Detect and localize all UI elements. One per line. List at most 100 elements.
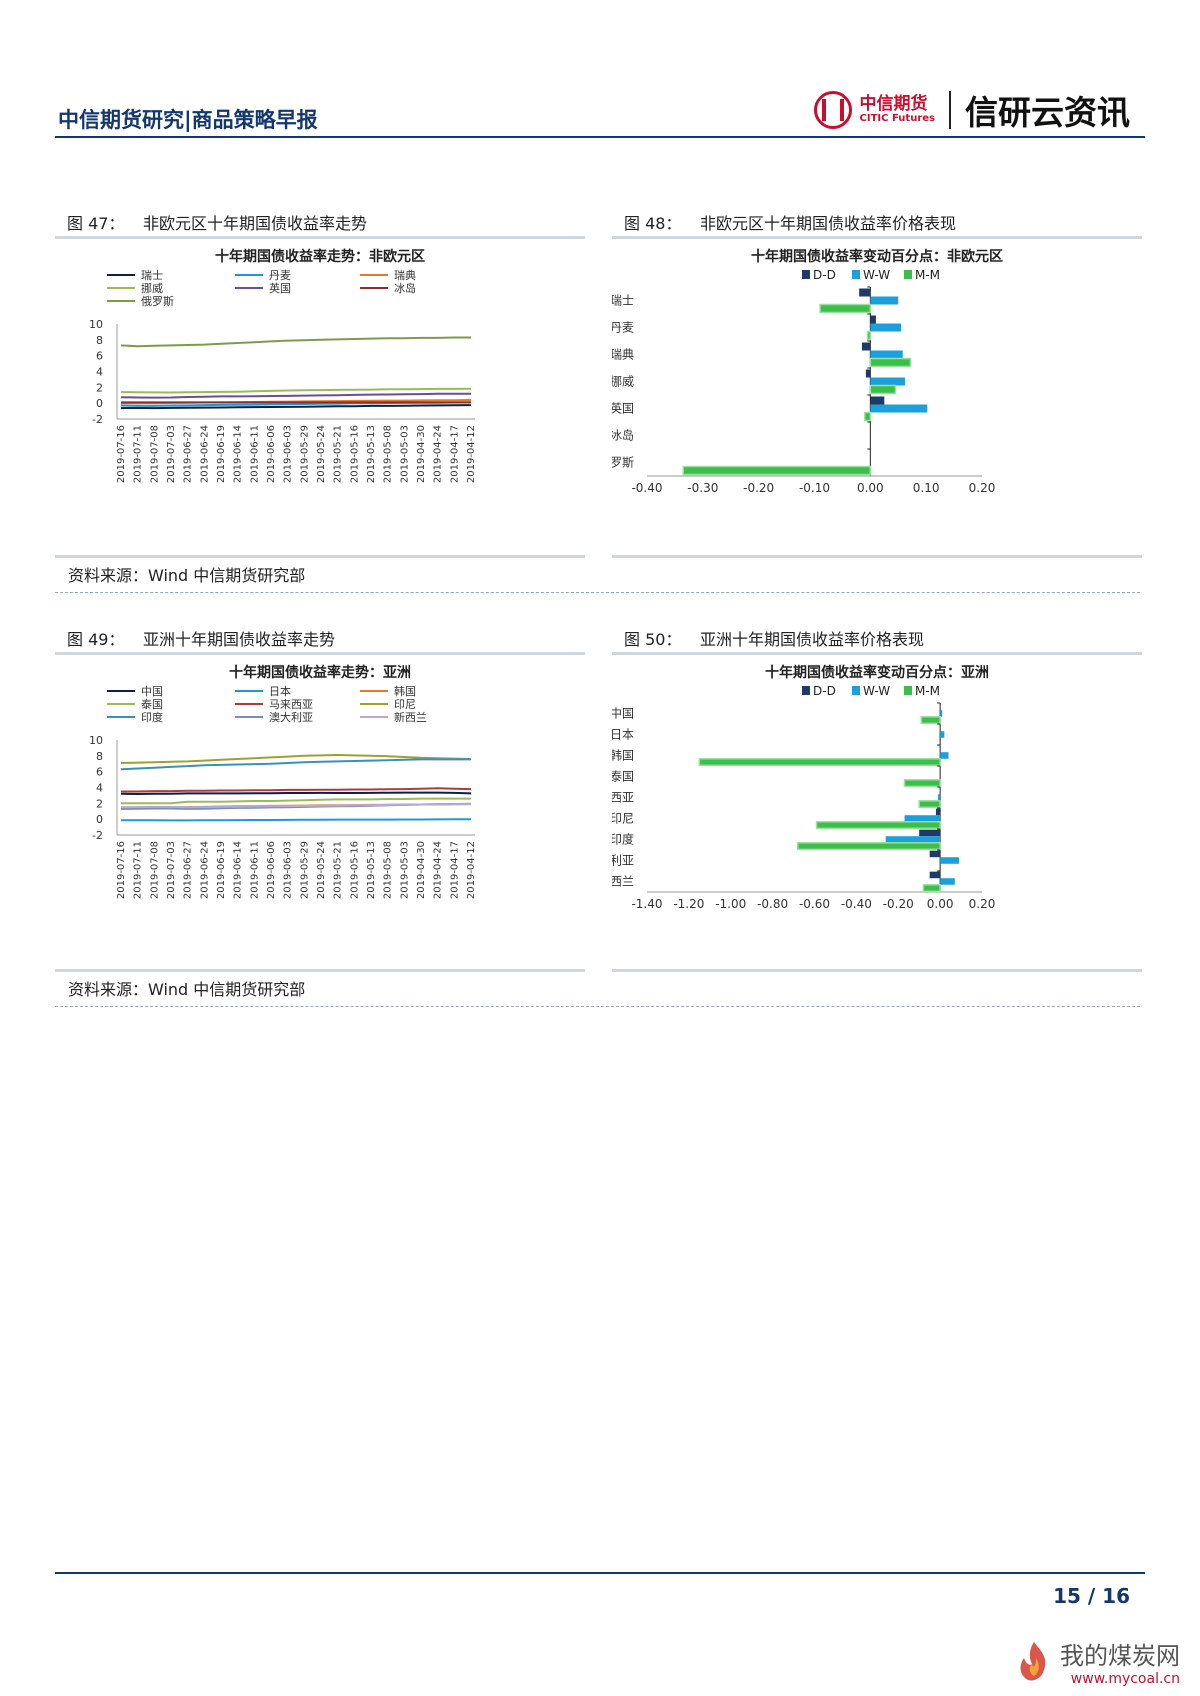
legend-swatch	[852, 270, 860, 279]
category-label: 瑞典	[612, 348, 634, 362]
x-tick-label: -0.30	[687, 481, 718, 495]
bar	[919, 829, 941, 837]
x-tick-label: 2019-05-29	[299, 425, 310, 483]
x-tick-label: 2019-05-13	[366, 841, 377, 899]
x-tick-label: 2019-04-30	[416, 425, 427, 483]
figure-number: 图 49：	[67, 630, 125, 649]
figure-title: 非欧元区十年期国债收益率走势	[143, 214, 368, 233]
category-label: 瑞士	[612, 294, 634, 308]
x-tick-label: 2019-07-03	[166, 425, 177, 483]
x-tick-label: 0.20	[969, 481, 996, 495]
x-tick-label: 2019-06-11	[249, 425, 260, 483]
legend-label: 澳大利亚	[269, 710, 313, 724]
legend-label: 丹麦	[269, 269, 291, 282]
category-label: 挪威	[612, 375, 634, 389]
report-title: 中信期货研究|商品策略早报	[58, 108, 318, 132]
figure-number: 图 47：	[67, 214, 125, 233]
x-tick-label: -0.40	[841, 897, 872, 911]
dashed-separator	[55, 1006, 1140, 1007]
x-tick-label: 2019-06-11	[249, 841, 260, 899]
x-tick-label: 2019-05-08	[383, 841, 394, 899]
bar	[870, 323, 902, 332]
x-tick-label: 2019-05-13	[366, 425, 377, 483]
series-line	[120, 791, 472, 796]
legend-swatch	[904, 686, 912, 695]
figure-48-panel: 图 48： 非欧元区十年期国债收益率价格表现 十年期国债收益率变动百分点：非欧元…	[612, 208, 1142, 539]
figure-title: 非欧元区十年期国债收益率价格表现	[700, 214, 957, 233]
x-tick-label: 2019-06-19	[216, 425, 227, 483]
figure-rule	[55, 236, 585, 239]
x-tick-label: 2019-07-11	[133, 841, 144, 899]
bar	[870, 396, 885, 405]
x-tick-label: 2019-04-30	[416, 841, 427, 899]
legend-label: 印尼	[394, 698, 416, 711]
x-tick-label: 2019-04-17	[449, 841, 460, 899]
bar	[922, 884, 941, 893]
figure-rule	[612, 652, 1142, 655]
x-tick-label: 2019-05-08	[383, 425, 394, 483]
category-label: 俄罗斯	[612, 456, 634, 470]
bar	[865, 369, 871, 378]
x-tick-label: 2019-05-24	[316, 425, 327, 483]
bar	[935, 808, 941, 816]
x-tick-label: 2019-04-12	[466, 425, 477, 483]
x-tick-label: -0.20	[883, 897, 914, 911]
x-tick-label: 2019-05-29	[299, 841, 310, 899]
x-tick-label: 2019-05-21	[333, 425, 344, 483]
figure-bottom-rule	[612, 555, 1142, 558]
x-tick-label: 2019-05-16	[349, 841, 360, 899]
bar	[819, 303, 872, 314]
category-label: 英国	[612, 402, 634, 416]
x-tick-label: 2019-06-27	[183, 425, 194, 483]
legend-swatch	[802, 270, 810, 279]
bar	[859, 288, 871, 297]
legend-label: 瑞典	[394, 268, 416, 282]
category-label: 冰岛	[612, 428, 634, 443]
bar	[869, 357, 912, 368]
legend-swatch	[852, 686, 860, 695]
watermark: 我的煤炭网 www.mycoal.cn	[1014, 1636, 1180, 1687]
x-tick-label: 2019-05-24	[316, 841, 327, 899]
bar	[885, 836, 941, 843]
series-line	[120, 392, 471, 399]
chart-title: 十年期国债收益率变动百分点：亚洲	[765, 664, 989, 681]
bar	[797, 842, 941, 851]
x-tick-label: 2019-05-03	[399, 425, 410, 483]
y-tick-label: -2	[92, 829, 103, 842]
figure-50-panel: 图 50： 亚洲十年期国债收益率价格表现 十年期国债收益率变动百分点：亚洲 D-D…	[612, 624, 1142, 955]
series-line	[120, 753, 472, 764]
legend-label: 泰国	[141, 697, 163, 711]
citic-logo-icon	[813, 91, 852, 129]
series-line	[120, 387, 472, 394]
x-tick-label: -0.10	[799, 481, 830, 495]
dashed-separator	[55, 592, 1140, 593]
x-tick-label: 2019-04-17	[449, 425, 460, 483]
y-tick-label: 6	[96, 350, 103, 363]
x-tick-label: 2019-07-11	[133, 425, 144, 483]
x-tick-label: 2019-06-14	[233, 841, 244, 899]
y-tick-label: 8	[96, 334, 103, 347]
series-line	[120, 336, 471, 348]
x-tick-label: 2019-07-03	[166, 841, 177, 899]
x-tick-label: 2019-06-03	[283, 425, 294, 483]
x-tick-label: 0.00	[857, 481, 884, 495]
figure-47-panel: 图 47： 非欧元区十年期国债收益率走势 十年期国债收益率走势：非欧元区 瑞士 丹麦…	[55, 208, 585, 539]
x-tick-label: 2019-06-03	[283, 841, 294, 899]
brand-title: 信研云资讯	[965, 93, 1130, 132]
page-number: 15 / 16	[1053, 1584, 1130, 1608]
bar	[903, 779, 941, 788]
y-tick-label: 0	[96, 397, 103, 410]
figure-bottom-rule	[55, 555, 585, 558]
bar	[940, 752, 949, 759]
source-note: 资料来源：Wind 中信期货研究部	[68, 980, 306, 999]
x-tick-label: 2019-07-08	[149, 841, 160, 899]
bar-chart-non-euro: 十年期国债收益率变动百分点：非欧元区 D-D W-W M-M 瑞士丹麦瑞典挪威英国冰岛俄…	[612, 248, 1003, 495]
bar	[920, 716, 941, 725]
category-label: 马来西亚	[612, 791, 634, 805]
y-tick-label: 10	[89, 734, 103, 747]
chart-title: 十年期国债收益率走势：亚洲	[229, 664, 411, 681]
x-tick-label: 2019-06-24	[199, 841, 210, 899]
bar	[940, 710, 943, 717]
category-label: 韩国	[612, 748, 634, 763]
